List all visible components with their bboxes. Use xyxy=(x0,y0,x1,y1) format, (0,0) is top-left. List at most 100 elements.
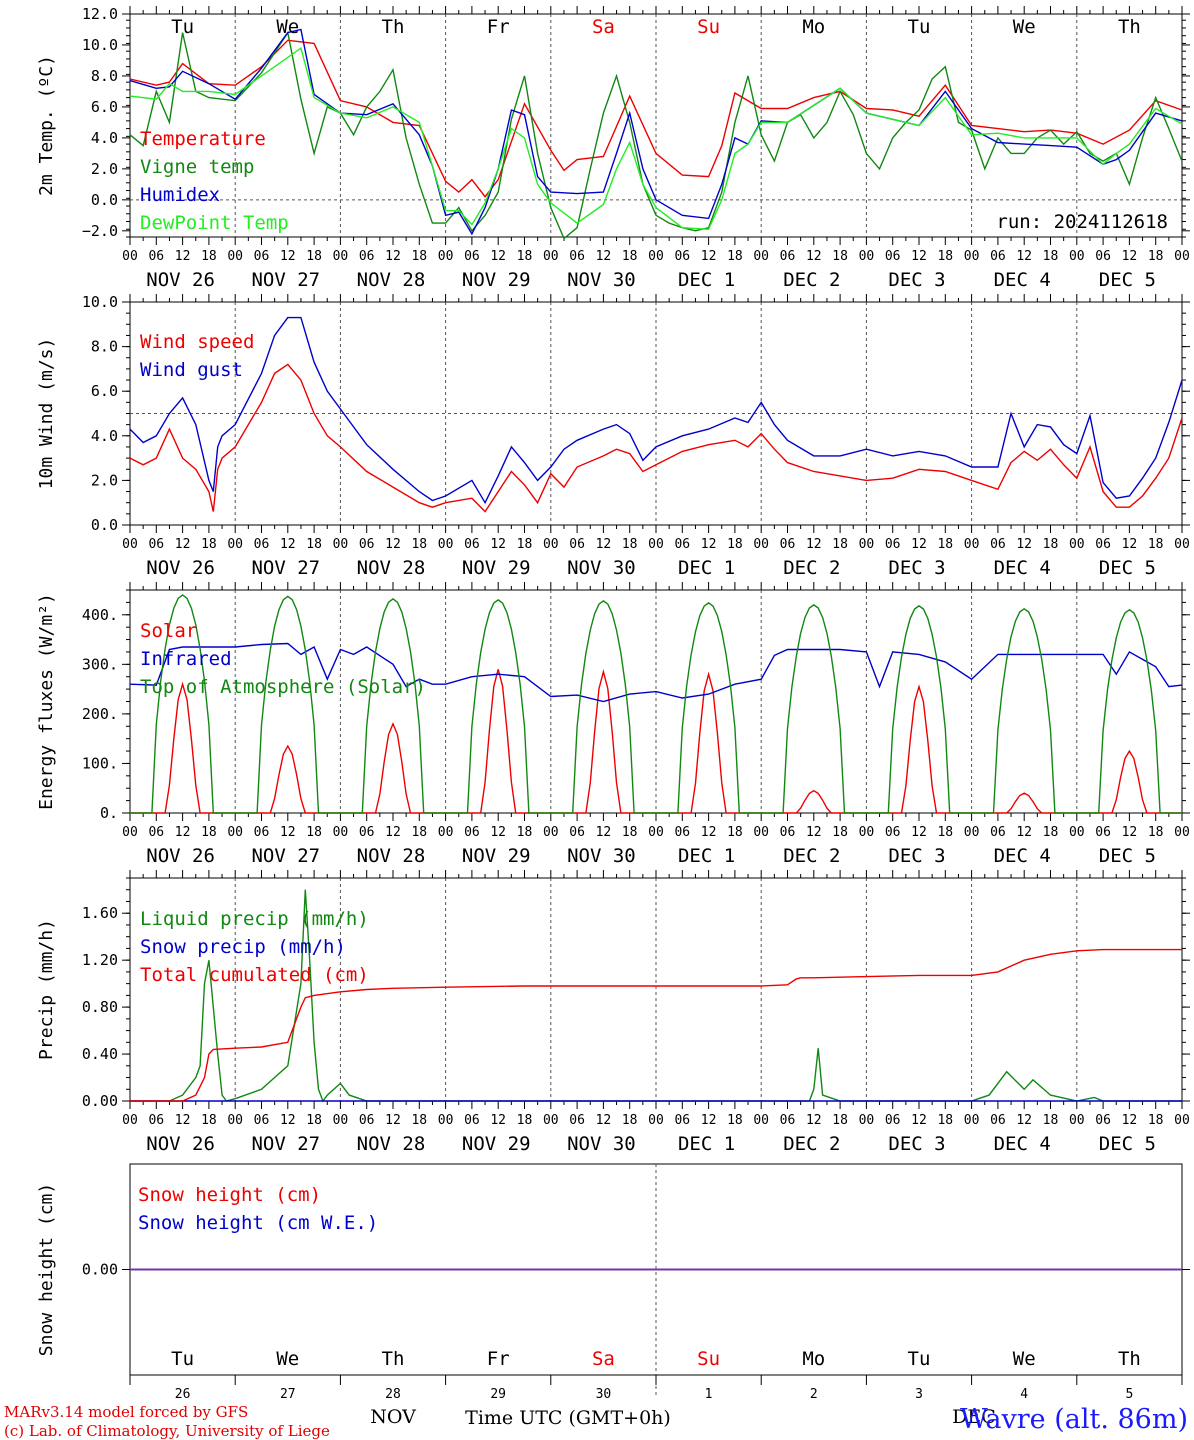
x-tick-label: 18 xyxy=(622,1113,638,1128)
weekday-label: Tu xyxy=(171,16,194,38)
x-tick-label: 06 xyxy=(1095,249,1111,264)
date-label: DEC 2 xyxy=(783,557,840,579)
panel-4 xyxy=(122,870,1190,1109)
x-tick-label: 18 xyxy=(517,537,533,552)
x-tick-label: 18 xyxy=(727,537,743,552)
x-tick-label: 06 xyxy=(569,249,585,264)
x-tick-label: 12 xyxy=(1016,537,1032,552)
date-label: NOV 30 xyxy=(567,269,636,291)
date-label: DEC 2 xyxy=(783,269,840,291)
x-tick-label: 18 xyxy=(1043,825,1059,840)
x-tick-label: 06 xyxy=(674,1113,690,1128)
x-tick-label: 12 xyxy=(806,1113,822,1128)
x-tick-label: 18 xyxy=(411,249,427,264)
y-tick-label: 4.0 xyxy=(91,129,118,147)
x-tick-label: 18 xyxy=(306,1113,322,1128)
x-tick-label: 06 xyxy=(148,1113,164,1128)
x-tick-label: 00 xyxy=(543,825,559,840)
x-tick-label: 12 xyxy=(175,249,191,264)
y-tick-label: 1.60 xyxy=(82,904,118,922)
bottom-day-number: 27 xyxy=(280,1387,296,1402)
x-tick-label: 12 xyxy=(701,825,717,840)
series-line-total-cumulated-cm- xyxy=(130,948,1182,1102)
bottom-day-number: 30 xyxy=(596,1387,612,1402)
date-label: NOV 29 xyxy=(462,845,531,867)
x-tick-label: 00 xyxy=(227,249,243,264)
date-label: DEC 1 xyxy=(678,557,735,579)
x-tick-label: 18 xyxy=(727,249,743,264)
x-tick-label: 18 xyxy=(306,537,322,552)
x-tick-label: 00 xyxy=(753,1113,769,1128)
x-tick-label: 00 xyxy=(859,1113,875,1128)
x-tick-label: 18 xyxy=(1148,1113,1164,1128)
date-label: NOV 30 xyxy=(567,845,636,867)
date-label: DEC 1 xyxy=(678,845,735,867)
y-tick-label: 12.0 xyxy=(82,5,118,23)
series-line-dewpoint-temp xyxy=(129,46,1183,231)
x-tick-label: 12 xyxy=(911,537,927,552)
bottom-day-number: 29 xyxy=(490,1387,506,1402)
x-tick-label: 00 xyxy=(122,1113,138,1128)
x-tick-label: 00 xyxy=(648,1113,664,1128)
x-tick-label: 18 xyxy=(832,1113,848,1128)
date-label: NOV 29 xyxy=(462,557,531,579)
x-tick-label: 12 xyxy=(1122,537,1138,552)
x-tick-label: 18 xyxy=(201,537,217,552)
x-tick-label: 12 xyxy=(596,825,612,840)
x-tick-label: 12 xyxy=(175,537,191,552)
date-label: NOV 27 xyxy=(251,845,320,867)
series-line-humidex xyxy=(129,28,1183,236)
x-tick-label: 06 xyxy=(359,825,375,840)
y-tick-label: 1.20 xyxy=(82,951,118,969)
y-tick-label: 400. xyxy=(82,606,118,624)
date-label: NOV 27 xyxy=(251,557,320,579)
x-tick-label: 06 xyxy=(148,249,164,264)
station-name: Wavre (alt. 86m) xyxy=(960,1404,1188,1435)
date-label: DEC 3 xyxy=(888,845,945,867)
x-tick-label: 00 xyxy=(227,1113,243,1128)
series-line-temperature xyxy=(129,39,1183,198)
legend-entry: Vigne temp xyxy=(140,156,254,178)
legend-entry: Solar xyxy=(140,620,197,642)
weekday-label: Th xyxy=(382,16,405,38)
x-tick-label: 12 xyxy=(385,249,401,264)
x-tick-label: 06 xyxy=(780,537,796,552)
model-credit: MARv3.14 model forced by GFS xyxy=(4,1403,248,1421)
weekday-label: Su xyxy=(697,16,720,38)
x-tick-label: 12 xyxy=(490,537,506,552)
y-tick-label: 300. xyxy=(82,655,118,673)
x-tick-label: 00 xyxy=(859,825,875,840)
y-tick-label: 0. xyxy=(100,804,118,822)
x-tick-label: 06 xyxy=(990,249,1006,264)
panel-3 xyxy=(122,582,1190,821)
x-tick-label: 12 xyxy=(280,249,296,264)
y-tick-label: 6.0 xyxy=(91,98,118,116)
legend-entry: Infrared xyxy=(140,648,232,670)
x-tick-label: 18 xyxy=(622,825,638,840)
bottom-weekday-label: Th xyxy=(1118,1348,1141,1370)
x-tick-label: 00 xyxy=(753,537,769,552)
month-label-dec: DEC xyxy=(952,1406,996,1428)
x-tick-label: 18 xyxy=(1148,537,1164,552)
x-tick-label: 06 xyxy=(674,537,690,552)
x-tick-label: 18 xyxy=(1148,249,1164,264)
series-line-wind-speed xyxy=(129,363,1183,513)
weekday-label: Tu xyxy=(908,16,931,38)
legend-entry: Snow height (cm W.E.) xyxy=(138,1212,378,1234)
x-tick-label: 00 xyxy=(438,537,454,552)
x-tick-label: 18 xyxy=(1043,249,1059,264)
bottom-weekday-label: Mo xyxy=(802,1348,825,1370)
x-tick-label: 06 xyxy=(1095,825,1111,840)
x-tick-label: 06 xyxy=(885,537,901,552)
x-tick-label: 06 xyxy=(148,825,164,840)
y-tick-label: 8.0 xyxy=(91,67,118,85)
x-tick-label: 00 xyxy=(964,249,980,264)
x-tick-label: 00 xyxy=(859,249,875,264)
date-label: DEC 1 xyxy=(678,1133,735,1155)
x-tick-label: 00 xyxy=(543,1113,559,1128)
x-tick-label: 12 xyxy=(596,249,612,264)
bottom-weekday-label: Su xyxy=(697,1348,720,1370)
date-label: NOV 29 xyxy=(462,269,531,291)
x-tick-label: 12 xyxy=(911,1113,927,1128)
date-label: NOV 27 xyxy=(251,269,320,291)
